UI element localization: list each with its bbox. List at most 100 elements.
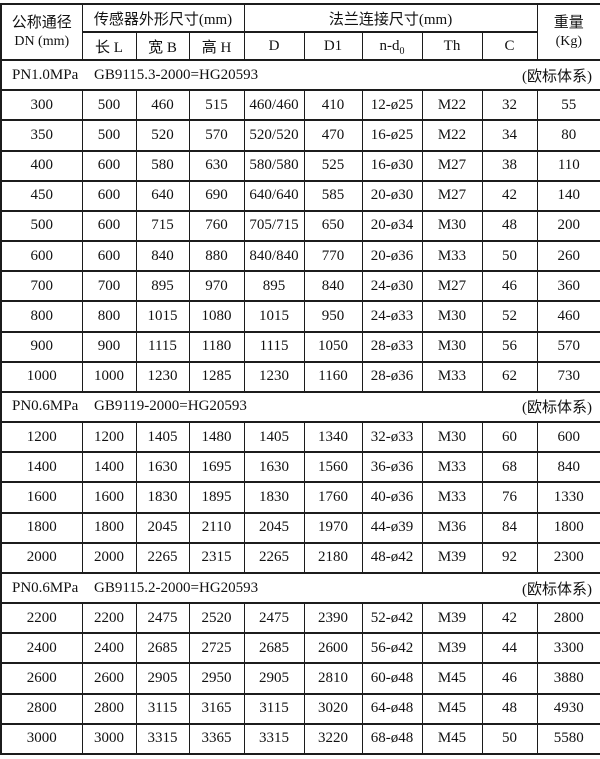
table-cell: M30 [421, 330, 483, 363]
table-cell: 2265 [135, 541, 190, 574]
table-cell: 1285 [188, 360, 245, 393]
table-cell: 580/580 [243, 149, 305, 182]
table-cell: 42 [481, 602, 538, 635]
header-col-d: D [243, 31, 305, 61]
table-row: 2800 2800 3115 3165 3115 3020 64-ø48 M45 48 4930 [0, 692, 600, 725]
table-cell: 2800 [81, 692, 137, 725]
table-cell: 1760 [303, 481, 363, 514]
nd-subscript: 0 [399, 45, 405, 57]
table-cell: 2110 [188, 511, 245, 544]
table-row: 400 600 580 630 580/580 525 16-ø30 M27 38 110 [0, 149, 600, 182]
table-cell: 650 [303, 209, 363, 243]
table-cell: 585 [303, 179, 363, 212]
table-cell: 1600 [81, 481, 137, 514]
table-cell: 5580 [536, 722, 600, 756]
table-cell: M22 [421, 119, 483, 152]
nd-label: n-d [379, 37, 400, 54]
table-cell: 2315 [188, 541, 245, 574]
table-cell: M22 [421, 89, 483, 122]
table-cell: 60-ø48 [361, 662, 423, 695]
table-cell: 80 [536, 119, 600, 152]
table-cell: 460 [135, 89, 190, 122]
table-cell: 350 [0, 119, 83, 152]
table-cell: M45 [421, 722, 483, 756]
table-cell: 2600 [0, 662, 83, 695]
table-row: 600 600 840 880 840/840 770 20-ø36 M33 50 260 [0, 240, 600, 273]
header-dn-title: 公称通径 [11, 14, 72, 31]
table-cell: 3000 [0, 722, 83, 756]
table-cell: 525 [303, 149, 363, 182]
table-cell: 28-ø36 [361, 360, 423, 393]
table-cell: 705/715 [243, 209, 305, 243]
table-cell: 68-ø48 [361, 722, 423, 756]
table-cell: 2600 [303, 632, 363, 665]
table-cell: 2400 [0, 632, 83, 665]
table-cell: 2300 [536, 541, 600, 574]
header-weight-sub: (Kg) [555, 33, 583, 49]
table-header: 公称通径 DN (mm) 传感器外形尺寸(mm) 法兰连接尺寸(mm) 重量 (… [0, 3, 600, 61]
table-cell: 715 [135, 209, 190, 243]
table-cell: 2045 [243, 511, 305, 544]
table-cell: 36-ø36 [361, 451, 423, 484]
header-sensor-group: 传感器外形尺寸(mm) [81, 3, 245, 33]
table-cell: 260 [536, 240, 600, 273]
table-cell: 840/840 [243, 240, 305, 273]
table-cell: 2685 [243, 632, 305, 665]
table-cell: 110 [536, 149, 600, 182]
table-cell: 56-ø42 [361, 632, 423, 665]
table-row: 1000 1000 1230 1285 1230 1160 28-ø36 M33 62 730 [0, 360, 600, 393]
table-cell: 1695 [188, 451, 245, 484]
section-standard: GB9119-2000=HG20593 [94, 398, 247, 415]
table-cell: 800 [81, 300, 137, 333]
header-col-c: C [481, 31, 538, 61]
table-cell: 2475 [243, 602, 305, 635]
table-row: 2200 2200 2475 2520 2475 2390 52-ø42 M39 42 2800 [0, 602, 600, 635]
table-cell: 570 [188, 119, 245, 152]
table-cell: 840 [303, 270, 363, 303]
table-cell: M27 [421, 270, 483, 303]
table-cell: 460 [536, 300, 600, 333]
table-cell: 24-ø33 [361, 300, 423, 333]
table-cell: 1800 [0, 511, 83, 544]
header-flange-group: 法兰连接尺寸(mm) [243, 3, 538, 33]
table-row: 1600 1600 1830 1895 1830 1760 40-ø36 M33 76 1330 [0, 481, 600, 514]
header-row-subcols: 长 L 宽 B 高 H D D1 n-d0 Th C [1, 31, 600, 61]
header-weight-title: 重量 [553, 14, 584, 31]
table-cell: 2200 [0, 602, 83, 635]
table-cell: 46 [481, 662, 538, 695]
table-cell: M45 [421, 692, 483, 725]
table-cell: 1115 [243, 330, 305, 363]
table-cell: 1970 [303, 511, 363, 544]
table-cell: 3115 [243, 692, 305, 725]
table-cell: 970 [188, 270, 245, 303]
table-cell: 52 [481, 300, 538, 333]
table-row: 800 800 1015 1080 1015 950 24-ø33 M30 52 460 [0, 300, 600, 333]
table-row: 900 900 1115 1180 1115 1050 28-ø33 M30 56 570 [0, 330, 600, 363]
section-row: PN0.6MPa GB9115.2-2000=HG20593 (欧标体系) [0, 571, 600, 605]
table-cell: 1200 [0, 421, 83, 454]
table-cell: 1400 [0, 451, 83, 484]
section-row: PN0.6MPa GB9119-2000=HG20593 (欧标体系) [0, 390, 600, 424]
table-cell: 46 [481, 270, 538, 303]
table-cell: 690 [188, 179, 245, 212]
table-cell: 1050 [303, 330, 363, 363]
table-cell: 500 [81, 119, 137, 152]
table-cell: 76 [481, 481, 538, 514]
header-col-length: 长 L [81, 31, 137, 61]
table-cell: 1000 [81, 360, 137, 393]
table-cell: M36 [421, 511, 483, 544]
table-cell: 1230 [135, 360, 190, 393]
table-cell: 895 [135, 270, 190, 303]
table-cell: 760 [188, 209, 245, 243]
table-cell: 900 [81, 330, 137, 363]
table-body: PN1.0MPa GB9115.3-2000=HG20593 (欧标体系) 300 50… [0, 58, 600, 756]
table-cell: 770 [303, 240, 363, 273]
table-cell: 42 [481, 179, 538, 212]
table-row: 500 600 715 760 705/715 650 20-ø34 M30 48 200 [0, 209, 600, 243]
table-cell: 44 [481, 632, 538, 665]
table-cell: 1560 [303, 451, 363, 484]
table-cell: 2950 [188, 662, 245, 695]
table-cell: 470 [303, 119, 363, 152]
table-cell: 4930 [536, 692, 600, 725]
table-cell: M33 [421, 451, 483, 484]
